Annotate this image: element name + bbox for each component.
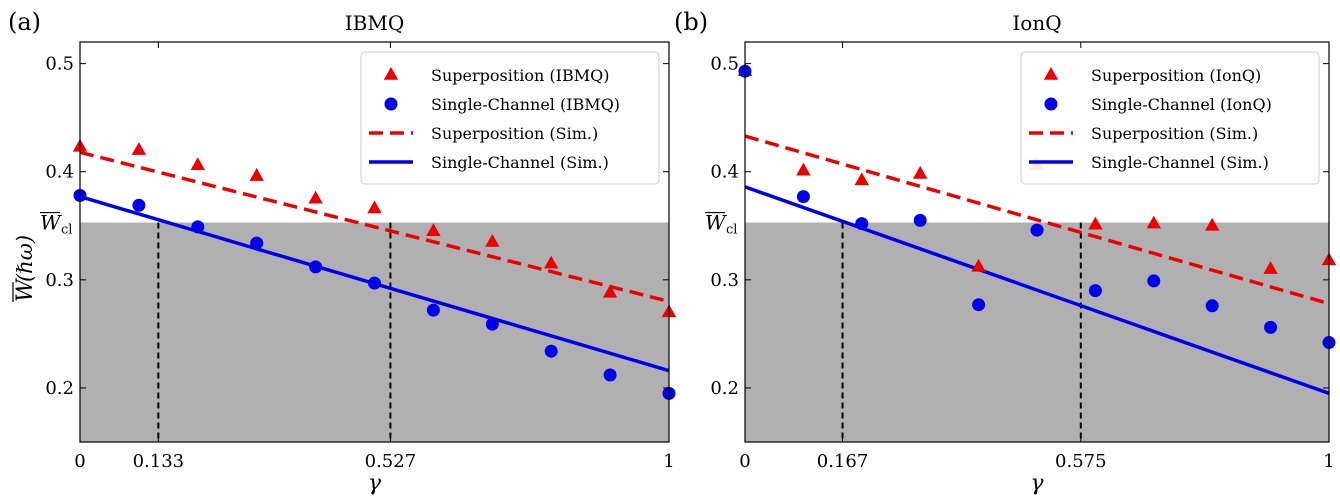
circle-marker [1147, 274, 1161, 288]
legend-entry-label: Superposition (Sim.) [1091, 124, 1258, 143]
legend: Superposition (IBMQ) Single-Channel (IBMQ… [360, 51, 660, 185]
y-tick-label: 0.4 [710, 162, 739, 183]
series-line-2 [745, 134, 1329, 306]
y-tick-label: 0.3 [710, 270, 739, 291]
circle-marker [855, 217, 869, 231]
triangle-marker [1205, 217, 1220, 231]
circle-marker [191, 220, 205, 234]
chart-panel-b: 0 0.167 0.575 1 0.2 0.3 0.4 0.5 W cl IonQ (b) γ Super… [674, 8, 1337, 496]
legend-entry-label: Superposition (IonQ) [1091, 66, 1261, 85]
triangle-marker [367, 200, 382, 214]
y-tick-label: 0.4 [45, 162, 74, 183]
axes-frame [79, 41, 670, 443]
x-tick-label: 1 [1323, 451, 1334, 472]
threshold-label-main: W [705, 211, 727, 235]
circle-marker [1030, 223, 1044, 237]
triangle-marker [854, 172, 869, 186]
legend-entry-label: Single-Channel (Sim.) [431, 153, 609, 172]
x-tick-label: 0.527 [365, 451, 417, 472]
y-tick-label: 0.3 [45, 270, 74, 291]
classical-shaded-region [80, 222, 669, 442]
series-line-2 [80, 150, 669, 304]
threshold-label-main: W [40, 211, 62, 235]
threshold-label-sub: cl [61, 223, 72, 238]
legend-circle-icon [384, 97, 398, 111]
circle-marker [913, 213, 927, 227]
legend-entry-label: Single-Channel (Sim.) [1091, 153, 1269, 172]
plot-area [745, 134, 1329, 396]
y-tick-label: 0.5 [45, 54, 74, 75]
circle-marker [1264, 320, 1278, 334]
legend-box [1020, 51, 1320, 185]
triangle-marker [131, 142, 147, 155]
circle-marker [485, 317, 499, 331]
triangle-marker [190, 157, 205, 171]
legend-triangle-icon [383, 67, 399, 80]
circle-marker [309, 260, 323, 274]
x-tick-label: 0.575 [1055, 451, 1107, 472]
circle-marker [1088, 284, 1102, 298]
legend-entry-label: Superposition (Sim.) [431, 124, 598, 143]
triangle-marker [602, 284, 618, 298]
triangle-marker [913, 165, 928, 179]
chart-panel-a: 0 0.133 0.527 1 0.2 0.3 0.4 0.5 W cl IBMQ (a) γ W (ℏω… [8, 8, 677, 496]
y-tick-label: 0.5 [710, 54, 739, 75]
x-axis-label: γ [368, 471, 382, 496]
circle-marker [250, 236, 264, 250]
legend-box [360, 51, 660, 185]
panel-label: (a) [8, 8, 41, 36]
series-line-3 [745, 185, 1329, 396]
triangle-marker [1088, 216, 1103, 230]
x-tick-label: 0 [74, 451, 85, 472]
axes-frame [744, 41, 1330, 443]
triangle-marker [1146, 215, 1161, 229]
threshold-label-sub: cl [726, 223, 737, 238]
circle-marker [132, 198, 146, 212]
circle-marker [603, 368, 617, 382]
y-axis-label-unit: (ℏω) [13, 235, 37, 282]
y-axis-label: W (ℏω) [12, 235, 38, 302]
circle-marker [796, 190, 810, 204]
legend-entry-label: Single-Channel (IonQ) [1091, 95, 1272, 114]
chart-title: IonQ [1012, 11, 1061, 35]
x-axis-label: γ [1030, 471, 1044, 496]
circle-marker [1205, 299, 1219, 313]
legend: Superposition (IonQ) Single-Channel (IonQ… [1020, 51, 1320, 185]
triangle-marker [544, 255, 559, 269]
circle-marker [368, 276, 381, 290]
circle-marker [426, 303, 440, 317]
x-tick-label: 0.133 [133, 451, 185, 472]
y-tick-label: 0.2 [710, 378, 739, 399]
legend-circle-icon [1044, 97, 1058, 111]
classical-shaded-region [745, 222, 1329, 442]
triangle-marker [796, 162, 811, 176]
x-tick-label: 0.167 [817, 451, 869, 472]
legend-triangle-icon [1043, 67, 1059, 80]
panel-label: (b) [674, 8, 708, 36]
triangle-marker [971, 258, 986, 272]
chart-title: IBMQ [345, 11, 404, 35]
circle-marker [544, 344, 558, 358]
triangle-marker [249, 168, 264, 181]
triangle-marker [485, 234, 500, 247]
circle-marker [972, 298, 986, 312]
x-tick-label: 1 [663, 451, 674, 472]
legend-entry-label: Superposition (IBMQ) [431, 66, 609, 85]
y-tick-label: 0.2 [45, 378, 74, 399]
x-tick-label: 0 [739, 451, 750, 472]
triangle-marker [1263, 261, 1278, 274]
y-axis-label-main: W [13, 277, 38, 302]
triangle-marker [426, 223, 441, 236]
triangle-marker [308, 190, 323, 204]
legend-entry-label: Single-Channel (IBMQ) [431, 95, 620, 114]
